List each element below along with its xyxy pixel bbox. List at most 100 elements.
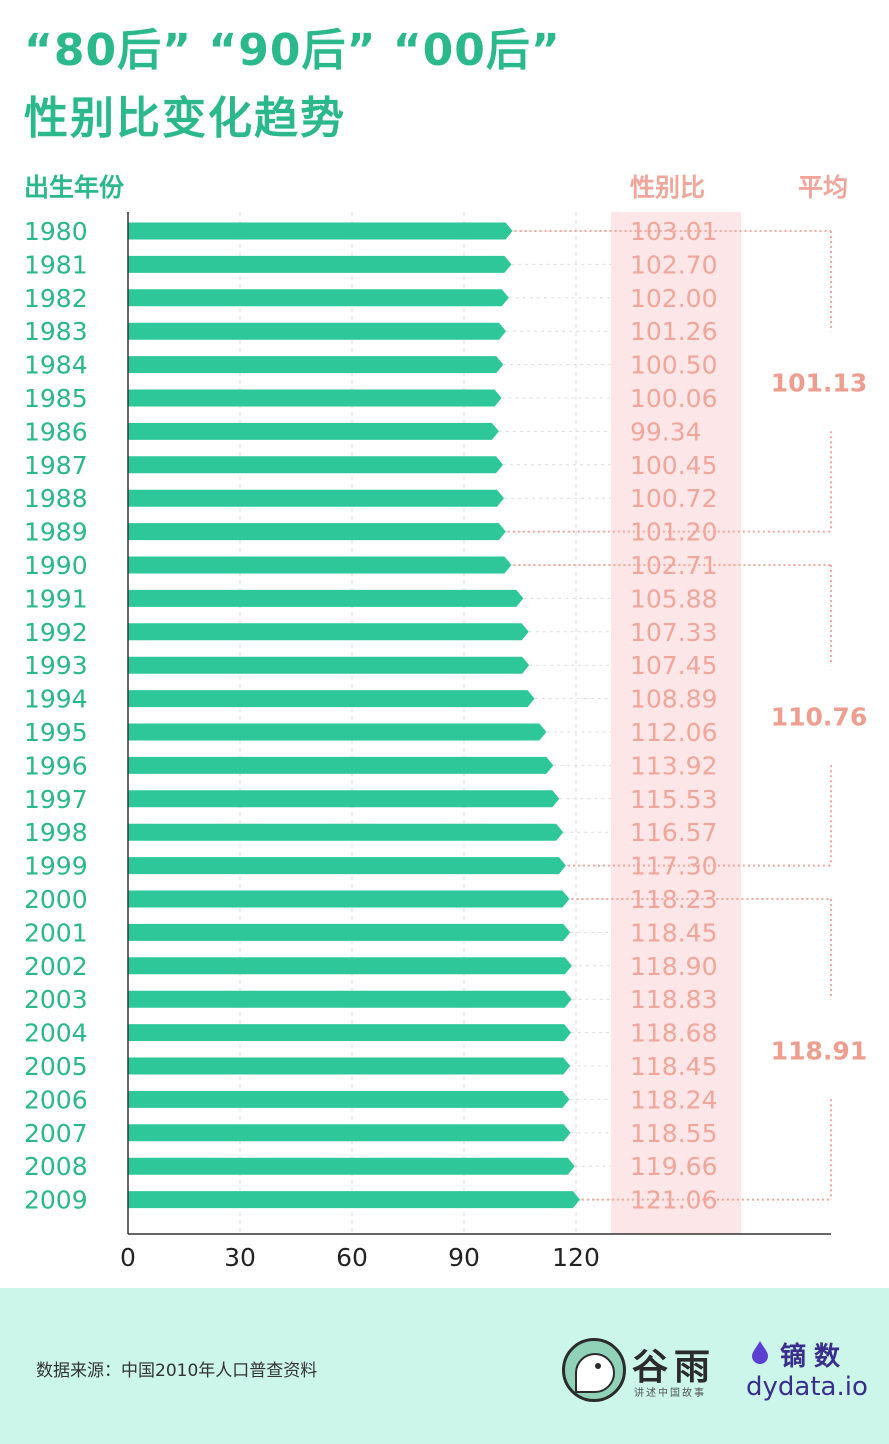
bar [128,890,570,908]
year-label: 2001 [24,918,88,947]
value-label: 118.83 [630,985,717,1014]
value-label: 118.68 [630,1019,717,1048]
bar [128,823,564,841]
value-label: 107.33 [630,618,717,647]
bar [128,1124,571,1142]
year-label: 1999 [24,852,88,881]
footer: 数据来源：中国2010年人口普查资料 谷雨 讲述中国故事 镝数 dydata.i… [0,1288,889,1444]
bar [128,723,547,741]
year-label: 1981 [24,250,88,279]
bar [128,523,506,541]
bar [128,690,535,708]
bar [128,389,502,407]
value-label: 102.70 [630,250,717,279]
bar [128,790,560,808]
year-label: 2007 [24,1119,88,1148]
value-label: 118.45 [630,918,717,947]
year-label: 1990 [24,551,88,580]
value-label: 118.24 [630,1085,717,1114]
year-label: 1994 [24,685,88,714]
value-label: 118.90 [630,952,717,981]
dydata-url: dydata.io [746,1372,868,1402]
bar [128,589,524,607]
group-average-label: 110.76 [771,702,867,731]
year-label: 2006 [24,1085,88,1114]
year-label: 1988 [24,484,88,513]
value-label: 112.06 [630,718,717,747]
bar [128,656,530,674]
year-label: 1998 [24,818,88,847]
value-label: 99.34 [630,417,702,446]
year-label: 1995 [24,718,88,747]
value-label: 100.06 [630,384,717,413]
value-label: 115.53 [630,785,717,814]
year-label: 2002 [24,952,88,981]
guyu-logo-subtitle: 讲述中国故事 [634,1388,706,1399]
bird-icon [575,1353,615,1393]
year-label: 1989 [24,518,88,547]
year-label: 1980 [24,217,88,246]
x-tick-label: 60 [336,1243,368,1272]
bar [128,857,566,875]
year-label: 1996 [24,751,88,780]
bar [128,1057,571,1075]
data-source: 数据来源：中国2010年人口普查资料 [36,1361,318,1381]
chart-title-line1: “80后” “90后” “00后” [24,25,561,76]
year-label: 2009 [24,1186,88,1215]
year-label: 1982 [24,284,88,313]
bar [128,990,572,1008]
bar [128,456,504,474]
value-label: 100.45 [630,451,717,480]
bar [128,222,513,240]
value-label: 113.92 [630,751,717,780]
bar [128,756,554,774]
year-label: 1992 [24,618,88,647]
bar [128,556,512,574]
bar [128,322,507,340]
x-tick-label: 30 [224,1243,256,1272]
sex-ratio-column-header: 性别比 [630,173,706,202]
guyu-logo-icon [562,1338,626,1402]
value-label: 103.01 [630,217,717,246]
x-tick-label: 0 [120,1243,136,1272]
dydata-logo-name: 镝数 [780,1342,849,1372]
year-label: 1997 [24,785,88,814]
year-label: 2000 [24,885,88,914]
bar [128,1191,580,1209]
value-label: 108.89 [630,685,717,714]
bar [128,923,571,941]
value-label: 100.50 [630,351,717,380]
value-label: 100.72 [630,484,717,513]
bar [128,356,504,374]
bar [128,422,499,440]
guyu-logo-name: 谷雨 [632,1347,717,1388]
group-average-label: 118.91 [771,1036,867,1065]
year-label: 1985 [24,384,88,413]
x-tick-label: 90 [448,1243,480,1272]
bar [128,1024,572,1042]
year-label: 1991 [24,584,88,613]
value-label: 102.00 [630,284,717,313]
average-column-header: 平均 [798,173,849,202]
year-label: 1993 [24,651,88,680]
year-label: 2005 [24,1052,88,1081]
year-label: 2008 [24,1152,88,1181]
chart-title-line2: 性别比变化趋势 [24,93,346,144]
value-label: 118.45 [630,1052,717,1081]
value-label: 105.88 [630,584,717,613]
value-label: 119.66 [630,1152,717,1181]
year-label: 2004 [24,1019,88,1048]
value-label: 107.45 [630,651,717,680]
sex-ratio-bar-chart: 1980 103.01 1981 102.70 1982 102.00 1983 101.26… [24,212,867,1272]
value-column-band [611,212,741,1234]
year-label: 2003 [24,985,88,1014]
x-tick-label: 120 [552,1243,600,1272]
bird-eye-icon [595,1363,601,1369]
bar [128,623,529,641]
value-label: 116.57 [630,818,717,847]
bar [128,489,505,507]
year-label: 1986 [24,417,88,446]
year-label: 1987 [24,451,88,480]
value-label: 118.55 [630,1119,717,1148]
year-column-header: 出生年份 [24,173,125,202]
